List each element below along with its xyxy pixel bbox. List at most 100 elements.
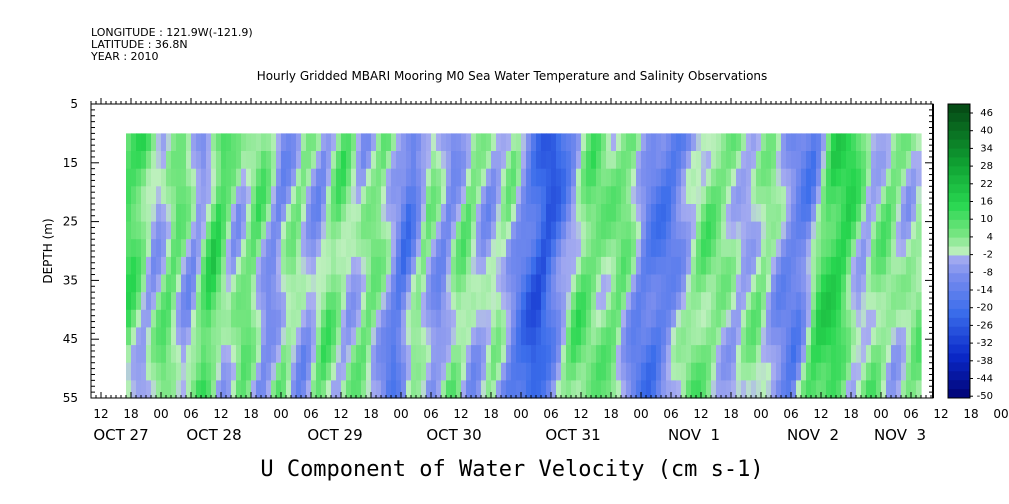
heatmap-cell bbox=[696, 151, 702, 170]
heatmap-cell bbox=[851, 309, 857, 328]
heatmap-cell bbox=[556, 256, 562, 276]
heatmap-cell bbox=[541, 380, 547, 399]
heatmap-cell bbox=[606, 221, 612, 240]
heatmap-cell bbox=[391, 133, 397, 152]
heatmap-cell bbox=[131, 186, 137, 205]
heatmap-cell bbox=[691, 221, 697, 240]
heatmap-cell bbox=[406, 168, 412, 187]
heatmap-cell bbox=[346, 327, 352, 346]
heatmap-cell bbox=[271, 327, 277, 346]
heatmap-cell bbox=[671, 327, 677, 346]
heatmap-cell bbox=[361, 292, 367, 311]
heatmap-cell bbox=[281, 204, 287, 223]
heatmap-cell bbox=[636, 292, 642, 311]
heatmap-cell bbox=[801, 292, 807, 311]
heatmap-cell bbox=[686, 151, 692, 170]
heatmap-cell bbox=[776, 133, 782, 152]
heatmap-cell bbox=[611, 186, 617, 205]
heatmap-cell bbox=[416, 380, 422, 399]
heatmap-cell bbox=[156, 309, 162, 328]
heatmap-cell bbox=[461, 345, 467, 364]
heatmap-cell bbox=[206, 292, 212, 311]
heatmap-cell bbox=[911, 380, 917, 399]
heatmap-cell bbox=[726, 345, 732, 364]
heatmap-cell bbox=[606, 362, 612, 381]
heatmap-cell bbox=[711, 274, 717, 293]
heatmap-cell bbox=[571, 309, 577, 328]
heatmap-cell bbox=[196, 168, 202, 187]
heatmap-cell bbox=[651, 204, 657, 223]
heatmap-cell bbox=[301, 168, 307, 187]
heatmap-cell bbox=[446, 362, 452, 381]
heatmap-cell bbox=[321, 151, 327, 170]
heatmap-cell bbox=[191, 256, 197, 276]
heatmap-cell bbox=[226, 362, 232, 381]
heatmap-cell bbox=[541, 204, 547, 223]
heatmap-cell bbox=[221, 345, 227, 364]
heatmap-cell bbox=[266, 309, 272, 328]
heatmap-cell bbox=[751, 204, 757, 223]
heatmap-cell bbox=[806, 292, 812, 311]
heatmap-cell bbox=[561, 327, 567, 346]
heatmap-cell bbox=[176, 380, 182, 399]
heatmap-cell bbox=[741, 309, 747, 328]
heatmap-cell bbox=[286, 345, 292, 364]
heatmap-cell bbox=[751, 239, 757, 258]
heatmap-cell bbox=[426, 133, 432, 152]
heatmap-cell bbox=[126, 309, 132, 328]
heatmap-cell bbox=[501, 151, 507, 170]
heatmap-cell bbox=[156, 274, 162, 293]
heatmap-cell bbox=[186, 274, 192, 293]
heatmap-cell bbox=[201, 274, 207, 293]
heatmap-cell bbox=[526, 292, 532, 311]
heatmap-cell bbox=[581, 309, 587, 328]
heatmap-cell bbox=[236, 221, 242, 240]
heatmap-cell bbox=[141, 327, 147, 346]
heatmap-cell bbox=[751, 221, 757, 240]
x-date-label: NOV 3 bbox=[874, 426, 926, 444]
heatmap-cell bbox=[871, 151, 877, 170]
y-tick-label: 55 bbox=[63, 391, 78, 405]
heatmap-cell bbox=[301, 292, 307, 311]
heatmap-cell bbox=[631, 345, 637, 364]
heatmap-cell bbox=[141, 168, 147, 187]
heatmap-cell bbox=[651, 221, 657, 240]
heatmap-cell bbox=[566, 133, 572, 152]
heatmap-cell bbox=[306, 274, 312, 293]
heatmap-cell bbox=[246, 204, 252, 223]
heatmap-cell bbox=[436, 256, 442, 276]
heatmap-cell bbox=[361, 133, 367, 152]
heatmap-cell bbox=[356, 274, 362, 293]
heatmap-cell bbox=[236, 362, 242, 381]
heatmap-cell bbox=[226, 345, 232, 364]
heatmap-cell bbox=[321, 292, 327, 311]
heatmap-cell bbox=[531, 168, 537, 187]
heatmap-cell bbox=[141, 345, 147, 364]
heatmap-cell bbox=[226, 309, 232, 328]
heatmap-cell bbox=[616, 274, 622, 293]
heatmap-cell bbox=[321, 380, 327, 399]
heatmap-cell bbox=[186, 151, 192, 170]
heatmap-cell bbox=[441, 168, 447, 187]
heatmap-cell bbox=[841, 362, 847, 381]
heatmap-cell bbox=[281, 362, 287, 381]
heatmap-cell bbox=[801, 274, 807, 293]
heatmap-cell bbox=[751, 380, 757, 399]
heatmap-cell bbox=[526, 204, 532, 223]
heatmap-cell bbox=[631, 133, 637, 152]
heatmap-cell bbox=[861, 292, 867, 311]
heatmap-cell bbox=[266, 186, 272, 205]
heatmap-cell bbox=[771, 186, 777, 205]
heatmap-cell bbox=[141, 309, 147, 328]
heatmap-cell bbox=[356, 239, 362, 258]
heatmap-cell bbox=[351, 380, 357, 399]
heatmap-cell bbox=[211, 345, 217, 364]
heatmap-cell bbox=[341, 362, 347, 381]
heatmap-cell bbox=[741, 133, 747, 152]
heatmap-cell bbox=[131, 309, 137, 328]
heatmap-cell bbox=[151, 186, 157, 205]
heatmap-cell bbox=[656, 186, 662, 205]
heatmap-cell bbox=[191, 292, 197, 311]
heatmap-cell bbox=[161, 133, 167, 152]
heatmap-cell bbox=[206, 239, 212, 258]
